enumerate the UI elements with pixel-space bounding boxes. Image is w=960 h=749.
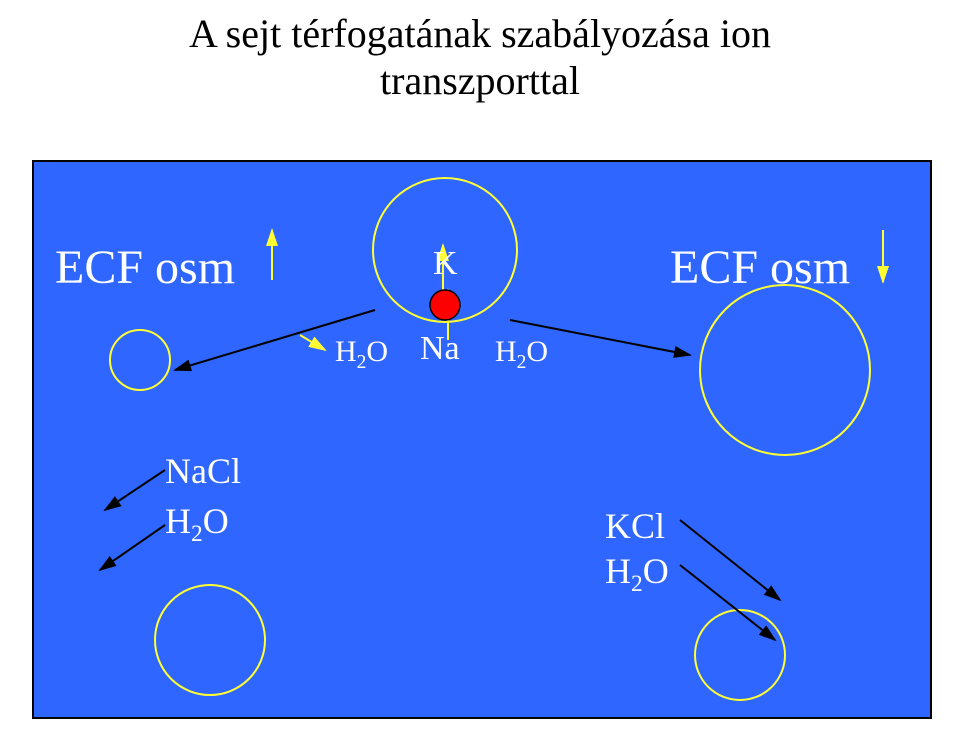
label-K: K: [433, 245, 458, 283]
label-h2o-right: H2O: [495, 335, 548, 374]
label-NaCl: NaCl: [165, 450, 241, 492]
label-KCl: KCl: [605, 505, 665, 547]
label-h2o-kcl: H2O: [605, 550, 669, 598]
label-h2o-left: H2O: [335, 335, 388, 374]
page-title: A sejt térfogatának szabályozása ion tra…: [0, 10, 960, 104]
label-Na: Na: [420, 330, 460, 368]
page: A sejt térfogatának szabályozása ion tra…: [0, 0, 960, 749]
ecf-osm-left: ECF osm: [55, 240, 235, 295]
ecf-osm-right: ECF osm: [670, 240, 850, 295]
label-h2o-nacl: H2O: [165, 500, 229, 548]
